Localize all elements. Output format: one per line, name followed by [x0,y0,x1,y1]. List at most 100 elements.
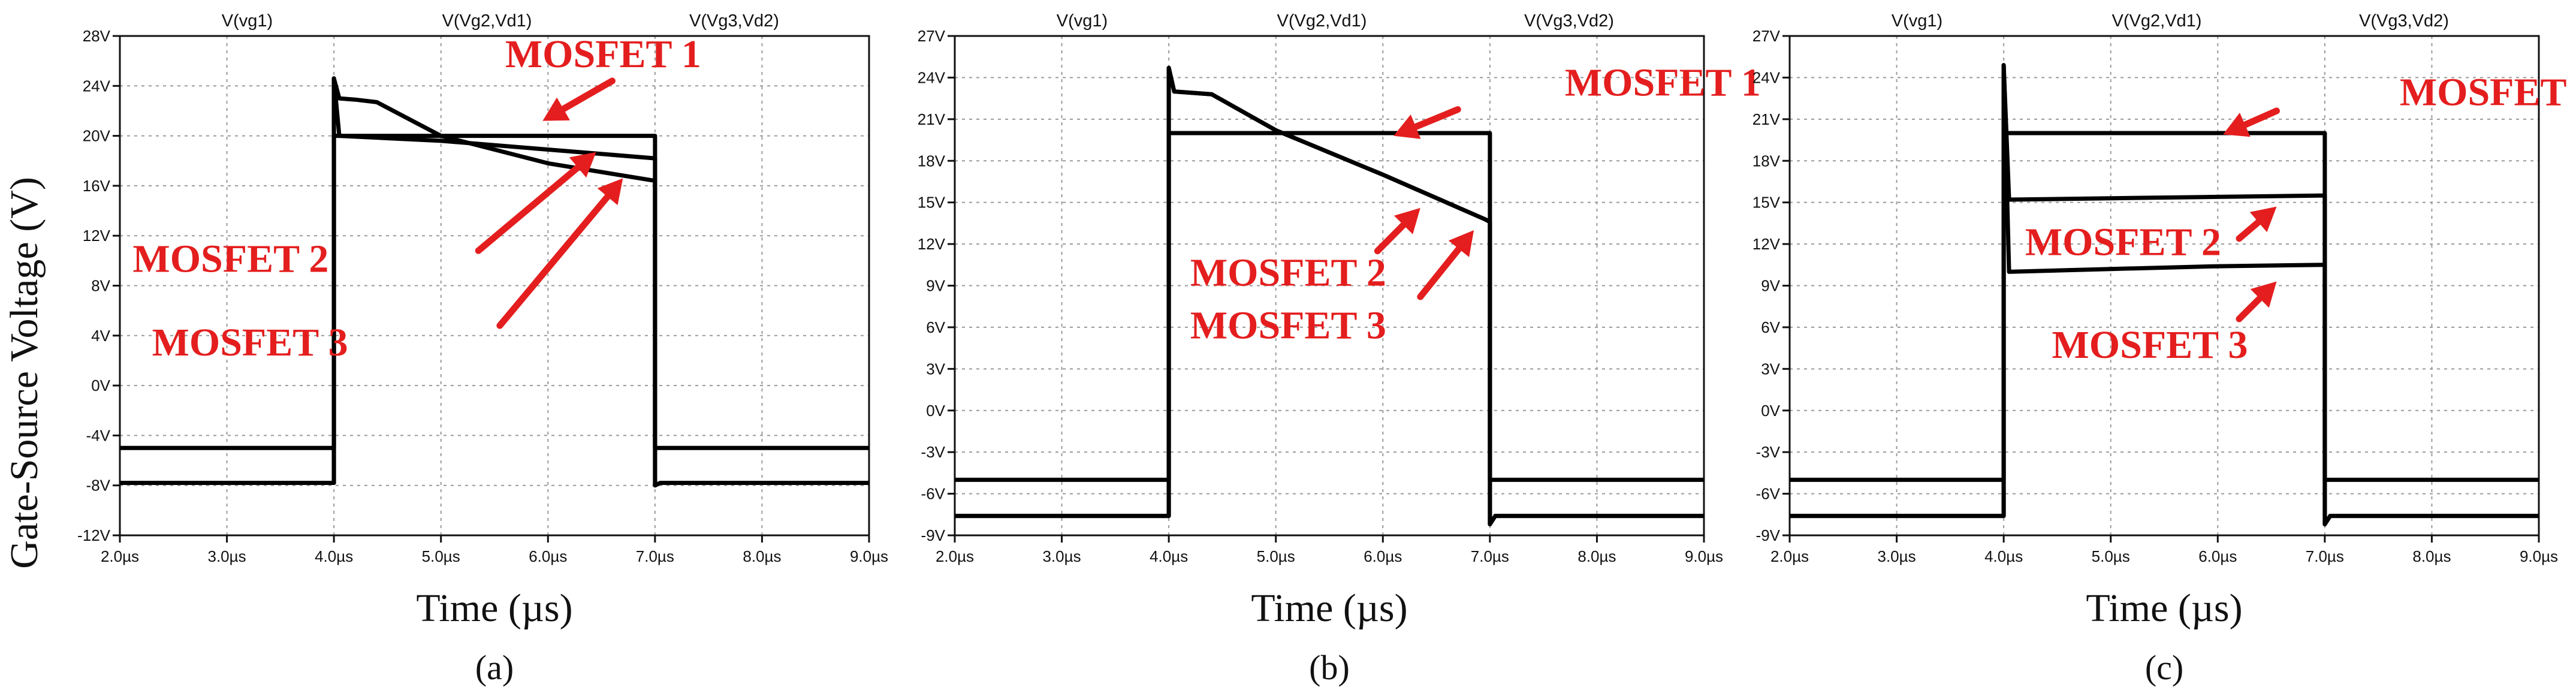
legend-entry-2: V(Vg2,Vd1) [2112,11,2202,31]
y-tick-label: -9V [1756,526,1781,544]
annotation-arrow-2 [2236,219,2262,242]
annotation-arrowhead-2 [2249,206,2277,233]
x-tick-label: 9.0µs [2520,547,2558,565]
panels: 2.0µs 3.0µs 4.0µs 5.0µs 6.0µs 7.0µs 8.0µs 9.0µs… [77,11,2576,687]
legend-entry-3: V(Vg3,Vd2) [1524,11,1614,31]
series-line-3 [120,76,869,488]
x-tick-label: 8.0µs [743,547,781,565]
annotation-arrow-1 [2242,107,2280,128]
y-tick-label: -3V [921,443,946,461]
annotation-arrow-1 [560,77,616,113]
annotation-label-2: MOSFET 2 [2025,221,2221,264]
x-tick-label: 3.0µs [1043,547,1081,565]
x-tick-label: 2.0µs [101,547,139,565]
y-tick-label: 0V [91,376,110,394]
y-tick-label: 15V [1752,194,1781,212]
x-tick-label: 6.0µs [2198,547,2237,565]
annotation-arrow-2 [475,164,581,254]
annotation-arrow-3 [2236,295,2263,323]
y-tick-label: 24V [83,77,111,95]
panel-label: (a) [475,648,514,687]
y-tick-label: -6V [921,485,946,503]
x-tick-label: 4.0µs [315,547,353,565]
y-tick-label: 27V [1752,27,1781,45]
y-tick-label: 24V [1752,68,1781,86]
annotation-arrowhead-1 [542,97,571,121]
annotation-arrowhead-3 [597,178,623,206]
y-tick-label: 24V [918,68,946,86]
y-tick-label: 6V [1761,318,1780,336]
y-tick-label: 21V [918,110,946,128]
y-tick-label: 21V [1752,110,1781,128]
y-tick-label: -3V [1756,443,1781,461]
y-tick-label: 12V [918,235,946,253]
y-tick-label: 8V [91,277,110,295]
annotation-label-2: MOSFET 2 [132,237,328,281]
x-tick-label: 5.0µs [2092,547,2130,565]
y-tick-label: 16V [83,177,111,195]
x-tick-label: 5.0µs [1257,547,1295,565]
x-tick-label: 6.0µs [529,547,567,565]
x-tick-label: 8.0µs [2412,547,2451,565]
x-tick-label: 6.0µs [1364,547,1402,565]
annotation-arrowhead-1 [2223,113,2251,137]
x-tick-label: 7.0µs [2306,547,2344,565]
x-tick-label: 9.0µs [850,547,888,565]
x-tick-label: 7.0µs [636,547,674,565]
legend-entry-3: V(Vg3,Vd2) [2359,11,2449,31]
legend-entry-1: V(vg1) [1057,11,1108,31]
x-tick-label: 7.0µs [1471,547,1509,565]
annotation-arrow-3 [1417,245,1462,300]
panel-label: (c) [2145,648,2183,687]
x-tick-label: 2.0µs [936,547,974,565]
annotation-label-3: MOSFET 3 [1190,303,1386,347]
y-tick-label: 12V [83,227,111,245]
y-tick-label: 15V [918,194,946,212]
x-axis-title: Time (µs) [2086,586,2242,630]
series-line-1 [1790,131,2539,482]
x-tick-label: 5.0µs [422,547,460,565]
chart-panel-2: 2.0µs 3.0µs 4.0µs 5.0µs 6.0µs 7.0µs 8.0µs 9.0µs… [918,11,1761,687]
x-tick-label: 3.0µs [208,547,246,565]
y-tick-label: 0V [926,402,945,420]
annotation-label-1: MOSFET 1 [1565,61,1761,104]
legend-entry-2: V(Vg2,Vd1) [442,11,532,31]
chart-panel-3: 2.0µs 3.0µs 4.0µs 5.0µs 6.0µs 7.0µs 8.0µs 9.0µs… [1752,11,2576,687]
legend-entry-2: V(Vg2,Vd1) [1277,11,1367,31]
y-tick-label: -9V [921,526,946,544]
legend-entry-1: V(vg1) [1892,11,1942,31]
y-tick-label: -4V [86,426,111,444]
annotation-arrowhead-2 [569,152,596,178]
y-tick-label: 27V [918,27,946,45]
series-line-1 [955,131,1704,482]
annotation-arrowhead-1 [1393,115,1421,139]
series-line-1 [120,134,869,450]
chart-panel-1: 2.0µs 3.0µs 4.0µs 5.0µs 6.0µs 7.0µs 8.0µs 9.0µs… [77,11,888,687]
y-tick-label: 0V [1761,402,1780,420]
panel-label: (b) [1309,648,1350,687]
annotation-arrow-3 [496,193,611,329]
annotation-arrow-2 [1374,221,1407,255]
x-tick-label: 4.0µs [1150,547,1188,565]
y-tick-label: 20V [83,127,111,145]
annotation-arrowhead-3 [1448,230,1474,257]
y-tick-label: 4V [91,327,110,345]
x-tick-label: 4.0µs [1984,547,2023,565]
y-tick-label: 3V [926,360,945,378]
y-tick-label: 9V [1761,277,1780,295]
x-axis-title: Time (µs) [1251,586,1407,630]
series-line-2 [120,76,869,488]
y-tick-label: 3V [1761,360,1780,378]
legend-entry-3: V(Vg3,Vd2) [689,11,779,31]
y-tick-label: 12V [1752,235,1781,253]
x-tick-label: 8.0µs [1577,547,1616,565]
y-tick-label: 18V [918,152,946,170]
annotation-label-1: MOSFET 1 [2400,71,2576,115]
x-tick-label: 9.0µs [1685,547,1723,565]
y-tick-label: 18V [1752,152,1781,170]
y-tick-label: 6V [926,318,945,336]
y-tick-label: 9V [926,277,945,295]
annotation-label-1: MOSFET 1 [505,32,701,76]
annotation-arrow-1 [1412,106,1461,130]
